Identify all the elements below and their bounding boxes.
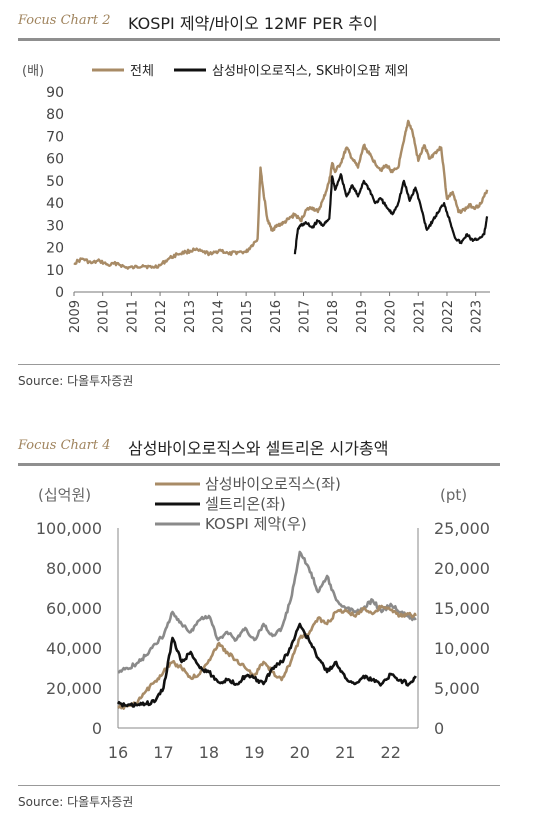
x-tick-label: 2012: [154, 300, 169, 333]
legend-label: KOSPI 제약(우): [205, 515, 307, 533]
y-tick-label-left: 60,000: [46, 599, 102, 618]
chart-block-1: Focus Chart 2 KOSPI 제약/바이오 12MF PER 추이 (…: [0, 0, 540, 395]
x-tick-label: 2020: [384, 300, 399, 333]
y-tick-label: 70: [46, 129, 64, 145]
x-tick-label: 17: [153, 743, 173, 762]
header-rule: [18, 38, 500, 41]
chart-title: 삼성바이오로직스와 셀트리온 시가총액: [128, 439, 389, 458]
x-tick-label: 2013: [183, 300, 198, 333]
x-tick-label: 22: [381, 743, 401, 762]
x-tick-label: 2009: [68, 300, 83, 333]
x-tick-label: 2010: [97, 300, 112, 333]
y-axis-label: (배): [22, 64, 44, 79]
y-tick-label: 0: [55, 285, 64, 301]
source-text: Source: 다올투자증권: [18, 374, 134, 388]
series-line: [73, 119, 489, 270]
x-tick-label: 2022: [441, 300, 456, 333]
x-tick-label: 2016: [269, 300, 284, 333]
y-tick-label-right: 15,000: [434, 599, 490, 618]
y-tick-label: 80: [46, 107, 64, 123]
x-tick-label: 2019: [355, 300, 370, 333]
x-tick-label: 2023: [470, 300, 485, 333]
legend-label: 삼성바이오로직스(좌): [205, 475, 341, 493]
source-text: Source: 다올투자증권: [18, 795, 134, 809]
y-tick-label-left: 40,000: [46, 639, 102, 658]
series-line: [117, 550, 417, 674]
per-chart: (배) 전체 삼성바이오로직스, SK바이오팜 제외 0 10 20 30 40 50 60 70 8…: [22, 64, 490, 333]
y-tick-label: 40: [46, 196, 64, 212]
x-tick-label: 2017: [298, 300, 313, 333]
right-axis-label: (pt): [440, 486, 467, 504]
source-rule: [18, 364, 500, 365]
series-line: [293, 173, 489, 255]
chart-header: Focus Chart 4 삼성바이오로직스와 셀트리온 시가총액: [0, 425, 500, 466]
x-tick-label: 16: [108, 743, 128, 762]
y-tick-label-right: 25,000: [434, 519, 490, 538]
x-tick-label: 2011: [125, 300, 140, 333]
chart-header: Focus Chart 2 KOSPI 제약/바이오 12MF PER 추이: [0, 0, 500, 41]
y-tick-label-left: 0: [92, 719, 102, 738]
x-tick-label: 2018: [326, 300, 341, 333]
source-rule: [18, 785, 500, 786]
x-tick-label: 2021: [412, 300, 427, 333]
chart-title: KOSPI 제약/바이오 12MF PER 추이: [128, 14, 378, 33]
y-tick-label-left: 20,000: [46, 679, 102, 698]
x-tick-label: 18: [199, 743, 219, 762]
x-tick-label: 19: [244, 743, 264, 762]
y-tick-label: 90: [46, 85, 64, 101]
legend-label: 셀트리온(좌): [205, 495, 286, 513]
y-tick-label: 50: [46, 174, 64, 190]
chart-source: Source: 다올투자증권: [18, 364, 500, 389]
chart-tag: Focus Chart 2: [18, 13, 111, 28]
x-tick-label: 21: [335, 743, 355, 762]
y-tick-label-left: 80,000: [46, 559, 102, 578]
x-tick-label: 20: [290, 743, 310, 762]
series-line: [116, 622, 417, 708]
y-tick-label-right: 0: [434, 719, 444, 738]
y-tick-label: 30: [46, 218, 64, 234]
left-axis-label: (십억원): [38, 486, 91, 504]
y-tick-label-left: 100,000: [36, 519, 102, 538]
chart-block-2: Focus Chart 4 삼성바이오로직스와 셀트리온 시가총액 (십억원)(…: [0, 425, 540, 825]
y-tick-label-right: 5,000: [434, 679, 480, 698]
y-tick-label: 20: [46, 241, 64, 257]
market-cap-chart: (십억원) (pt) 삼성바이오로직스(좌) 셀트리온(좌) KOSPI 제약(우) 0 2…: [36, 475, 490, 762]
y-tick-label: 60: [46, 152, 64, 168]
x-tick-label: 2015: [240, 300, 255, 333]
y-tick-label: 10: [46, 263, 64, 279]
chart-source: Source: 다올투자증권: [18, 785, 500, 810]
x-tick-label: 2014: [211, 300, 226, 333]
legend-label: 삼성바이오로직스, SK바이오팜 제외: [212, 64, 409, 79]
y-tick-label-right: 20,000: [434, 559, 490, 578]
chart-tag: Focus Chart 4: [18, 438, 111, 453]
header-rule: [18, 463, 500, 466]
series-line: [117, 604, 417, 710]
y-tick-label-right: 10,000: [434, 639, 490, 658]
legend-label: 전체: [130, 64, 154, 79]
